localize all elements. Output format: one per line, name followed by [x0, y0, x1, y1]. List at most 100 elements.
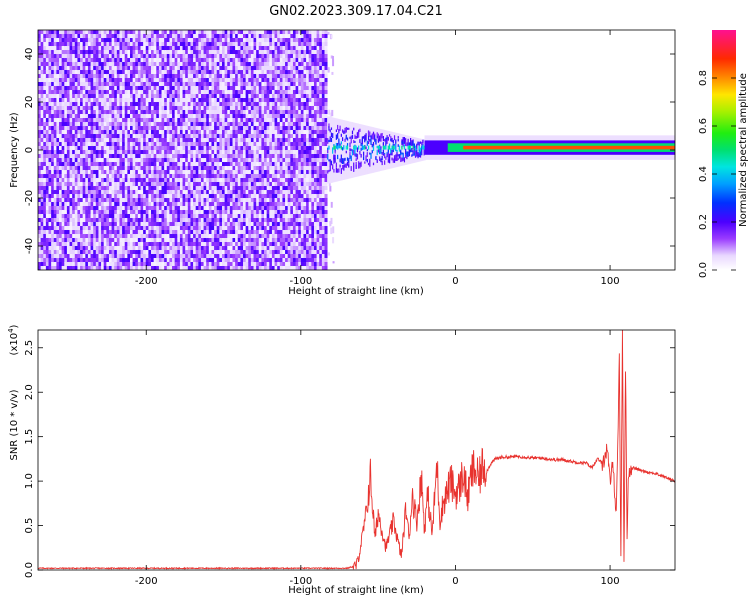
- heat-cell: [187, 66, 191, 71]
- heat-cell: [240, 74, 244, 79]
- heat-cell: [151, 174, 155, 179]
- heat-cell: [103, 134, 107, 139]
- heat-cell: [122, 46, 126, 51]
- heat-cell: [148, 138, 152, 143]
- heat-cell: [240, 210, 244, 215]
- heat-cell: [38, 162, 42, 167]
- heat-cell: [158, 174, 162, 179]
- heat-cell: [51, 82, 55, 87]
- heat-cell: [51, 102, 55, 107]
- heat-cell: [40, 38, 44, 43]
- heat-cell: [137, 86, 141, 91]
- heat-cell: [182, 154, 186, 159]
- heat-cell: [90, 34, 94, 39]
- heat-cell: [219, 250, 223, 255]
- heat-cell: [240, 142, 244, 147]
- heat-cell: [166, 266, 170, 270]
- heat-cell: [87, 78, 91, 83]
- heat-cell: [151, 150, 155, 155]
- heat-cell: [208, 198, 212, 203]
- heat-cell: [95, 86, 99, 91]
- heat-cell: [237, 166, 241, 171]
- heat-cell: [229, 86, 233, 91]
- heat-cell: [45, 250, 49, 255]
- heat-cell: [148, 126, 152, 131]
- heat-cell: [156, 178, 160, 183]
- heat-cell: [77, 230, 81, 235]
- heat-cell: [85, 130, 89, 135]
- heat-cell: [114, 162, 118, 167]
- heat-cell: [216, 142, 220, 147]
- heat-cell: [38, 250, 42, 255]
- heat-cell: [245, 34, 249, 39]
- heat-cell: [166, 210, 170, 215]
- heat-cell: [182, 194, 186, 199]
- heat-cell: [43, 70, 47, 75]
- heat-cell: [82, 150, 86, 155]
- heat-cell: [87, 102, 91, 107]
- heat-cell: [177, 182, 181, 187]
- heat-cell: [48, 210, 52, 215]
- heat-cell: [132, 178, 136, 183]
- heat-cell: [61, 250, 65, 255]
- heat-cell: [166, 66, 170, 71]
- heat-cell: [193, 82, 197, 87]
- heat-cell: [221, 182, 226, 187]
- heat-cell: [108, 74, 112, 79]
- heat-cell: [53, 78, 57, 83]
- heat-cell: [145, 214, 149, 219]
- heat-cell: [122, 182, 126, 187]
- heat-cell: [93, 262, 97, 267]
- heat-cell: [145, 90, 149, 95]
- heat-cell: [174, 150, 178, 155]
- heat-cell: [182, 34, 186, 39]
- heat-cell: [237, 142, 241, 147]
- heat-cell: [122, 110, 126, 115]
- heat-cell: [185, 158, 189, 163]
- heat-cell: [114, 238, 118, 243]
- heat-cell: [221, 78, 226, 83]
- heat-cell: [129, 38, 134, 43]
- heat-cell: [200, 206, 204, 211]
- heat-cell: [56, 102, 60, 107]
- heat-cell: [245, 170, 249, 175]
- heat-cell: [158, 158, 162, 163]
- heat-cell: [177, 30, 181, 35]
- heat-cell: [161, 186, 165, 191]
- heat-cell: [69, 210, 73, 215]
- heat-cell: [124, 218, 128, 223]
- heat-cell: [56, 162, 60, 167]
- heat-cell: [166, 114, 170, 119]
- heat-cell: [90, 70, 94, 75]
- heat-cell: [95, 90, 99, 95]
- heat-cell: [135, 102, 139, 107]
- heat-cell: [237, 222, 241, 227]
- heat-cell: [206, 34, 210, 39]
- heat-cell: [166, 202, 170, 207]
- heat-cell: [227, 202, 231, 207]
- heat-cell: [200, 86, 204, 91]
- heat-cell: [127, 54, 131, 59]
- heat-cell: [224, 90, 228, 95]
- heat-cell: [38, 134, 42, 139]
- heat-cell: [59, 106, 63, 111]
- heat-cell: [145, 58, 149, 63]
- heat-cell: [237, 94, 241, 99]
- heat-cell: [164, 250, 168, 255]
- heat-cell: [211, 138, 215, 143]
- heat-cell: [198, 186, 202, 191]
- heat-cell: [214, 62, 218, 67]
- heat-cell: [135, 182, 139, 187]
- heat-cell: [166, 138, 170, 143]
- heat-cell: [127, 50, 131, 55]
- heat-cell: [45, 226, 49, 231]
- heat-cell: [106, 142, 110, 147]
- heat-cell: [161, 218, 165, 223]
- heat-cell: [95, 46, 99, 51]
- heat-cell: [98, 166, 102, 171]
- heat-cell: [122, 238, 126, 243]
- heat-cell: [177, 74, 181, 79]
- heat-cell: [206, 190, 210, 195]
- heat-cell: [101, 106, 105, 111]
- heat-cell: [198, 58, 202, 63]
